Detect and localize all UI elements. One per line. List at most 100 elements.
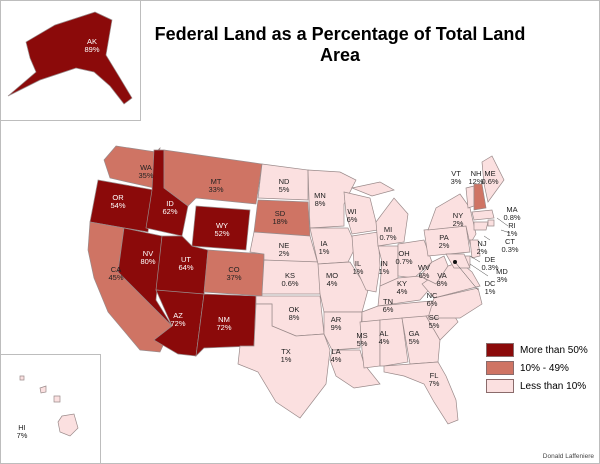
state-abbr: SC — [429, 313, 440, 322]
state-abbr: OH — [398, 249, 409, 258]
state-abbr: MS — [356, 331, 367, 340]
state-label-ne: NE 2% — [279, 241, 290, 258]
state-label-ga: GA 5% — [409, 329, 420, 346]
legend-swatch-mid — [486, 361, 514, 375]
state-label-wa: WA 35% — [138, 163, 153, 180]
hawaii-inset — [0, 354, 101, 463]
state-ga — [401, 315, 441, 365]
legend-item-low: Less than 10% — [486, 378, 588, 394]
state-oh — [397, 239, 433, 279]
legend-swatch-high — [486, 343, 514, 357]
state-abbr: WV — [418, 263, 430, 272]
state-abbr: AL — [379, 329, 388, 338]
state-label-hi: HI 7% — [17, 423, 28, 440]
state-pct: 1% — [319, 247, 330, 256]
state-abbr: NM — [218, 315, 230, 324]
state-tx — [237, 303, 331, 419]
state-pct: 12% — [468, 177, 483, 186]
state-abbr: HI — [18, 423, 26, 432]
state-label-nd: ND 5% — [279, 177, 290, 194]
state-pct: 37% — [226, 273, 241, 282]
state-nm — [195, 293, 257, 357]
state-abbr: ME — [484, 169, 495, 178]
state-pct: 1% — [379, 267, 390, 276]
state-abbr: NH — [471, 169, 482, 178]
state-label-ar: AR 9% — [331, 315, 342, 332]
state-abbr: WY — [216, 221, 228, 230]
state-abbr: TN — [383, 297, 393, 306]
state-pct: 8% — [437, 279, 448, 288]
state-pct: 2% — [477, 247, 488, 256]
state-label-ma: MA 0.8% — [503, 205, 520, 222]
state-label-mo: MO 4% — [326, 271, 338, 288]
state-label-tx: TX 1% — [281, 347, 292, 364]
state-label-nj: NJ 2% — [477, 239, 488, 256]
state-label-ut: UT 64% — [178, 255, 193, 272]
state-pct: 62% — [162, 207, 177, 216]
state-pct: 4% — [379, 337, 390, 346]
state-abbr: PA — [439, 233, 448, 242]
state-wv — [419, 255, 449, 285]
state-pct: 6% — [427, 299, 438, 308]
state-abbr: CT — [505, 237, 515, 246]
state-pct: 8% — [289, 313, 300, 322]
state-label-ri: RI 1% — [507, 221, 518, 238]
state-abbr: AZ — [173, 311, 183, 320]
state-pct: 72% — [170, 319, 185, 328]
state-abbr: VT — [451, 169, 461, 178]
state-abbr: OK — [289, 305, 300, 314]
state-label-me: ME 0.6% — [481, 169, 498, 186]
state-pct: 54% — [110, 201, 125, 210]
state-labels: AK 89%HI 7%WA 35%OR 54%CA 45%ID 62%NV 80%MT 33%W… — [17, 37, 521, 440]
state-abbr: MN — [314, 191, 326, 200]
state-nc — [427, 287, 483, 319]
state-pct: 2% — [279, 249, 290, 258]
state-pct: 0.8% — [503, 213, 520, 222]
state-label-nm: NM 72% — [216, 315, 231, 332]
state-shapes — [7, 11, 505, 437]
state-pct: 6% — [419, 271, 430, 280]
state-pct: 7% — [429, 379, 440, 388]
state-label-la: LA 4% — [331, 347, 342, 364]
state-abbr: AR — [331, 315, 342, 324]
state-pct: 1% — [353, 267, 364, 276]
state-label-md: MD 3% — [496, 267, 508, 284]
state-label-mt: MT 33% — [208, 177, 223, 194]
state-label-ny: NY 2% — [453, 211, 464, 228]
state-abbr: IL — [355, 259, 361, 268]
legend-label: Less than 10% — [520, 380, 587, 392]
state-abbr: CA — [111, 265, 121, 274]
map-title: Federal Land as a Percentage of Total La… — [154, 24, 526, 65]
state-abbr: WI — [347, 207, 356, 216]
state-abbr: TX — [281, 347, 291, 356]
state-ia — [309, 227, 357, 265]
state-label-pa: PA 2% — [439, 233, 450, 250]
state-label-ct: CT 0.3% — [501, 237, 518, 254]
state-pct: 8% — [315, 199, 326, 208]
state-pct: 6% — [383, 305, 394, 314]
state-abbr: ID — [166, 199, 174, 208]
state-abbr: CO — [228, 265, 239, 274]
state-pct: 5% — [409, 337, 420, 346]
state-nd — [257, 163, 309, 201]
state-abbr: WA — [140, 163, 152, 172]
state-pct: 0.3% — [501, 245, 518, 254]
state-label-al: AL 4% — [379, 329, 390, 346]
state-label-va: VA 8% — [437, 271, 448, 288]
state-label-ok: OK 8% — [289, 305, 300, 322]
state-pct: 1% — [507, 229, 518, 238]
state-me — [481, 155, 505, 203]
state-label-mn: MN 8% — [314, 191, 326, 208]
credit: Donald Laffeniere — [542, 453, 594, 460]
state-abbr: DC — [485, 279, 496, 288]
state-label-nv: NV 80% — [140, 249, 155, 266]
state-label-fl: FL 7% — [429, 371, 440, 388]
state-pct: 35% — [138, 171, 153, 180]
legend-label: 10% - 49% — [520, 362, 569, 374]
state-pct: 33% — [208, 185, 223, 194]
state-label-wv: WV 6% — [418, 263, 430, 280]
state-label-wi: WI 6% — [347, 207, 358, 224]
state-abbr: FL — [430, 371, 439, 380]
state-label-tn: TN 6% — [383, 297, 394, 314]
state-ct — [473, 221, 489, 231]
